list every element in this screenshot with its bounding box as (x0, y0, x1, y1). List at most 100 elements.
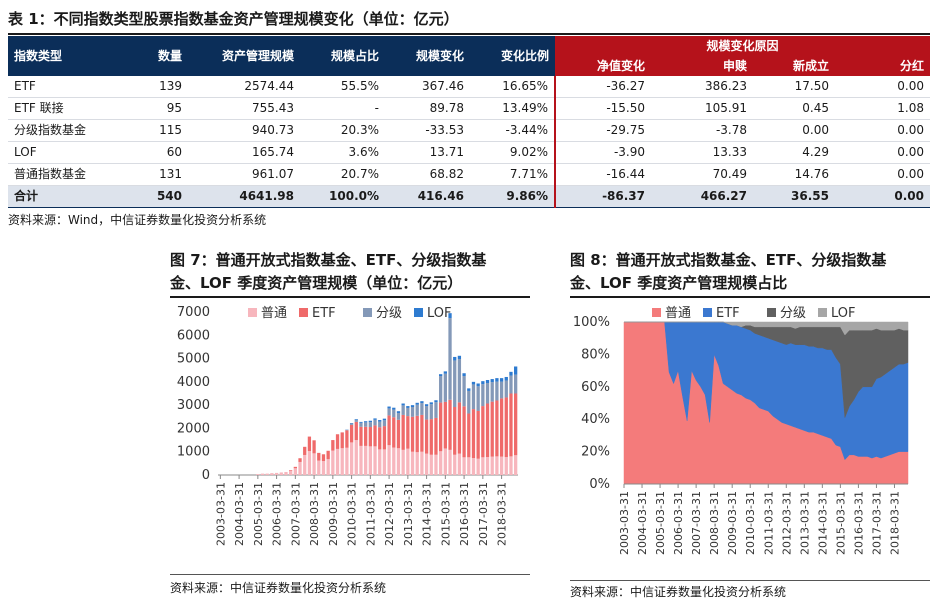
bar-segment (293, 468, 297, 475)
bar-segment (349, 424, 354, 443)
bar-segment (443, 401, 447, 449)
bar-segment (439, 374, 443, 377)
bar-segment (453, 356, 457, 361)
table-cell: 95 (126, 97, 188, 120)
bar-segment (504, 397, 508, 458)
bar-segment (378, 427, 382, 450)
reason-header-cell: 规模变化原因 (555, 36, 930, 57)
table-cell: 416.46 (385, 185, 470, 208)
bar-segment (462, 373, 466, 377)
bar-segment (443, 373, 447, 402)
bar-segment (364, 421, 368, 423)
bar-segment (490, 379, 494, 383)
table-row: LOF 60 165.74 3.6% 13.71 9.02% -3.90 13.33 4.29 0… (8, 141, 930, 164)
bar-segment (420, 403, 424, 415)
bar-segment (401, 403, 405, 406)
bar-segment (392, 407, 396, 410)
bar-segment (373, 425, 377, 447)
x-tick-label: 2006-03-31 (271, 482, 284, 546)
table-cell: 961.07 (188, 163, 300, 186)
bar-segment (415, 415, 419, 453)
bar-segment (335, 448, 340, 475)
bar-segment (439, 451, 443, 475)
table-cell: ETF (8, 76, 126, 98)
table-row: ETF 联接 95 755.43-89.78 13.49% -15.50 105.91 0.… (8, 97, 930, 120)
table-cell: 0.00 (835, 76, 930, 98)
fig7-bottom-rule (170, 574, 530, 575)
table-cell: -36.27 (554, 76, 651, 98)
header-cell: 变化比例 (470, 36, 555, 76)
table-cell: 139 (126, 76, 188, 98)
legend-label: 普通 (665, 306, 691, 321)
bar-segment (485, 403, 490, 458)
fig7-source: 资料来源：中信证券数量化投资分析系统 (170, 581, 387, 595)
bar-segment (434, 417, 438, 455)
bar-segment (392, 409, 396, 418)
table-cell: 7.71% (470, 163, 555, 186)
x-tick-label: 2011-03-31 (762, 491, 775, 555)
y-tick-label: 80% (581, 347, 610, 362)
fig7-stacked-bar-chart: 0 1000 2000 3000 4000 5000 6000 7000 2003-03-31 2… (177, 305, 518, 546)
bar-segment (457, 453, 462, 475)
bar-segment (401, 449, 405, 475)
bar-segment (453, 360, 457, 408)
table-cell: 89.78 (385, 97, 470, 120)
y-tick-label: 3000 (177, 398, 210, 413)
bar-segment (307, 451, 312, 475)
bar-segment (349, 423, 354, 425)
x-tick-label: 2011-03-31 (364, 482, 377, 546)
bar-segment (509, 375, 513, 394)
bar-segment (410, 451, 415, 475)
bar-segment (392, 447, 396, 475)
table-row: 普通指数基金 131 961.07 20.7% 68.82 7.71% -16.44 70.4… (8, 163, 930, 186)
bar-segment (270, 473, 274, 475)
legend-swatch (767, 308, 776, 317)
legend-label: LOF (831, 306, 856, 321)
bar-segment (490, 456, 494, 475)
y-tick-label: 6000 (177, 328, 210, 343)
table-cell: 3.6% (300, 141, 385, 164)
bar-segment (476, 410, 480, 459)
bar-segment (457, 355, 462, 360)
bar-segment (265, 473, 269, 475)
bar-segment (467, 388, 471, 391)
bar-segment (457, 359, 462, 403)
bar-segment (509, 371, 513, 376)
bar-segment (420, 414, 424, 452)
table-cell: 4641.98 (188, 185, 300, 208)
bar-segment (514, 455, 518, 475)
bar-segment (471, 458, 476, 475)
bar-segment (485, 379, 490, 384)
bar-segment (368, 420, 372, 423)
table-subheader-row: 净值变化 申赎 新成立 分红 (8, 57, 930, 76)
bar-segment (495, 378, 499, 382)
bar-segment (481, 457, 485, 475)
bar-segment (495, 456, 499, 475)
table-cell: 60 (126, 141, 188, 164)
header-cell: 规模变化 (385, 36, 470, 76)
x-tick-label: 2004-03-31 (233, 482, 246, 546)
bar-segment (406, 407, 410, 417)
bar-segment (499, 456, 504, 475)
table-title: 表 1：不同指数类型股票指数基金资产管理规模变化（单位：亿元） (8, 10, 459, 28)
bar-segment (396, 448, 401, 475)
bar-segment (485, 457, 490, 475)
bar-segment (424, 404, 429, 407)
table-cell: - (300, 97, 385, 120)
bar-segment (462, 457, 466, 475)
bar-segment (420, 401, 424, 404)
bar-segment (424, 419, 429, 454)
y-tick-label: 100% (573, 315, 610, 330)
bar-segment (354, 440, 358, 475)
table-cell: 9.02% (470, 141, 555, 164)
bar-segment (289, 470, 293, 475)
x-tick-label: 2014-03-31 (421, 482, 434, 546)
x-tick-label: 2004-03-31 (636, 491, 649, 555)
header-cell: 规模占比 (300, 36, 385, 76)
x-tick-label: 2007-03-31 (289, 482, 302, 546)
bar-segment (476, 458, 480, 475)
y-tick-label: 20% (581, 445, 610, 460)
legend-swatch (299, 308, 308, 317)
x-tick-label: 2007-03-31 (690, 491, 703, 555)
table-cell: 合计 (8, 185, 126, 208)
